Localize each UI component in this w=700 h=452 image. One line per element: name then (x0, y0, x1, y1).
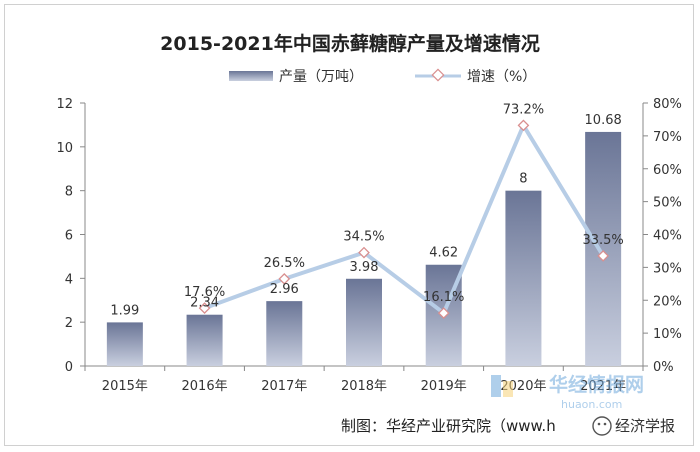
growth-line-series (198, 119, 610, 319)
bar (585, 131, 622, 366)
right-tick-label: 0% (653, 360, 674, 375)
chart-title: 2015-2021年中国赤藓糖醇产量及增速情况 (160, 32, 540, 55)
bar-value-label: 10.68 (585, 113, 622, 128)
wechat-watermark: 经济学报 (592, 416, 675, 436)
watermark-logo-mark (491, 375, 501, 397)
x-tick-label: 2021年 (580, 379, 626, 394)
source-text: 制图：华经产业研究院（www.h (341, 417, 556, 435)
bar (266, 301, 303, 366)
growth-point (278, 273, 291, 285)
growth-point (517, 119, 530, 132)
right-tick-label: 60% (653, 163, 682, 178)
bar-value-label: 2.34 (190, 296, 219, 311)
right-tick-label: 70% (653, 130, 682, 145)
bar (346, 278, 382, 366)
growth-value-label: 73.2% (503, 102, 544, 117)
watermark-logo-mark-2 (503, 381, 513, 397)
bar-series (106, 131, 622, 366)
left-tick-label: 6 (65, 229, 73, 244)
wechat-icon (592, 416, 612, 436)
wechat-icon-eye-2 (603, 422, 607, 426)
bar-value-label: 3.98 (350, 260, 379, 275)
growth-point (358, 246, 370, 259)
left-tick-label: 2 (65, 316, 73, 331)
bar-value-label: 8 (519, 172, 527, 187)
wechat-tag: 经济学报 (615, 417, 675, 435)
left-tick-label: 0 (65, 360, 73, 375)
x-tick-label: 2015年 (102, 379, 148, 394)
legend-bar-swatch (229, 71, 273, 81)
growth-value-label: 17.6% (184, 285, 225, 300)
watermark: 华经情报网 huaon.com (491, 373, 644, 411)
growth-point (437, 307, 450, 319)
right-tick-label: 10% (653, 327, 682, 342)
legend: 产量（万吨） 增速（%） (229, 68, 536, 85)
watermark-url: huaon.com (561, 398, 622, 411)
bar-value-label: 1.99 (110, 303, 139, 318)
chart-frame: 2015-2021年中国赤藓糖醇产量及增速情况 产量（万吨） 增速（%） 0 2 4… (4, 4, 694, 446)
x-tick-label: 2017年 (261, 379, 307, 394)
data-labels: 1.99 2.34 2.96 3.98 4.62 8 10.68 17.6% 26.5% 34.5… (110, 102, 623, 318)
legend-line-marker (431, 68, 445, 82)
left-tick-label: 4 (65, 272, 73, 287)
growth-value-label: 26.5% (264, 256, 305, 271)
legend-line-label: 增速（%） (467, 69, 536, 85)
growth-value-label: 33.5% (582, 233, 623, 248)
bar (186, 314, 223, 366)
left-tick-label: 10 (56, 141, 73, 156)
legend-bar-label: 产量（万吨） (279, 69, 363, 85)
right-tick-label: 40% (653, 229, 682, 244)
bar-value-label: 4.62 (429, 246, 458, 261)
growth-value-label: 16.1% (423, 290, 464, 305)
right-tick-label: 50% (653, 196, 682, 211)
right-tick-label: 80% (653, 97, 682, 112)
growth-line (203, 123, 605, 316)
growth-value-label: 34.5% (343, 230, 384, 245)
bar (106, 322, 143, 366)
right-tick-label: 20% (653, 294, 682, 309)
x-tick-label: 2018年 (341, 379, 387, 394)
x-tick-label: 2019年 (421, 379, 467, 394)
right-tick-label: 30% (653, 261, 682, 276)
bar (505, 190, 542, 366)
growth-point (198, 302, 211, 315)
wechat-icon-eye (597, 422, 601, 426)
bar-value-label: 2.96 (270, 282, 299, 297)
watermark-logo-text: 华经情报网 (549, 373, 644, 396)
left-tick-label: 8 (65, 185, 73, 200)
x-tick-label: 2016年 (182, 379, 228, 394)
growth-point (597, 249, 610, 262)
axes: 0 2 4 6 8 10 12 0% 10% 20% 30% 40% 50% 60% 70% 80% 2015年… (56, 97, 681, 394)
left-tick-label: 12 (56, 97, 73, 112)
chart-canvas: 2015-2021年中国赤藓糖醇产量及增速情况 产量（万吨） 增速（%） 0 2 4… (56, 32, 682, 436)
